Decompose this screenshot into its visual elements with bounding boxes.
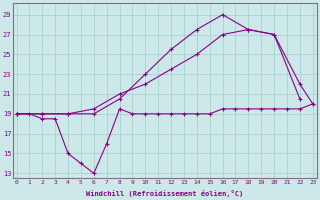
X-axis label: Windchill (Refroidissement éolien,°C): Windchill (Refroidissement éolien,°C) [86,190,243,197]
